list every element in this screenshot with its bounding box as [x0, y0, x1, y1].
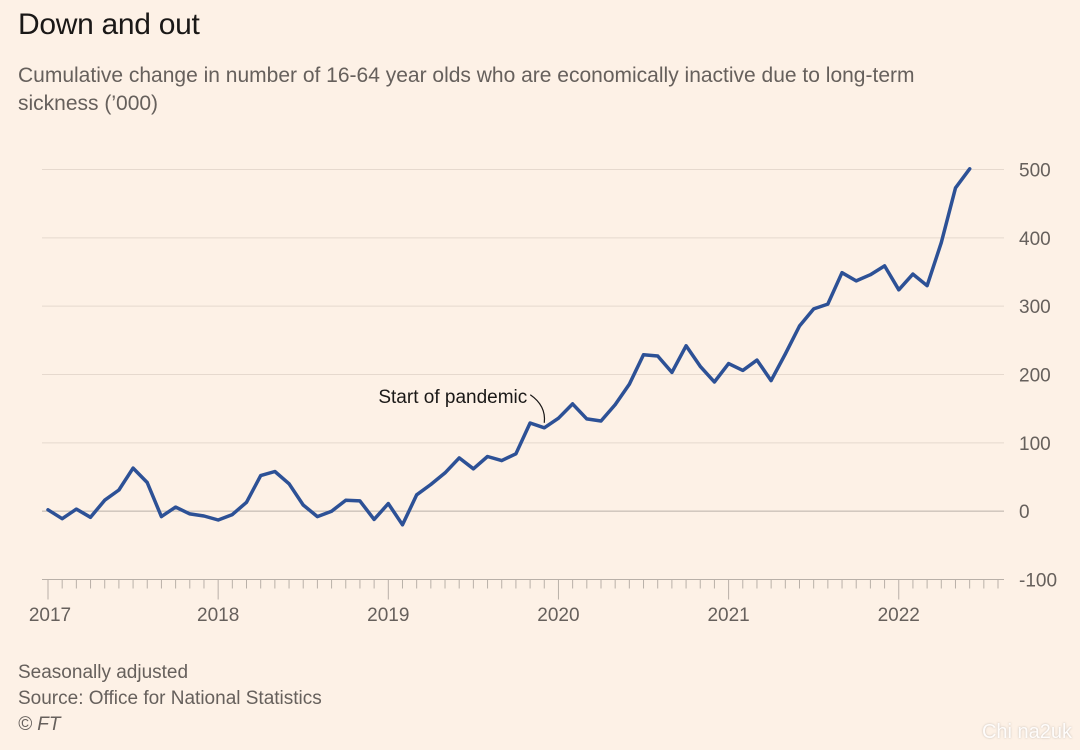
data-point — [627, 382, 631, 386]
y-tick-label: 500 — [1019, 161, 1051, 182]
y-tick-label: 300 — [1019, 297, 1051, 318]
data-point — [911, 272, 915, 276]
data-point — [202, 514, 206, 518]
series-group — [46, 167, 972, 527]
data-point — [330, 509, 334, 513]
data-point — [471, 467, 475, 471]
data-point — [528, 421, 532, 425]
y-axis-labels: 500 400 300 200 100 0 -100 — [1019, 161, 1057, 592]
data-point — [783, 352, 787, 356]
data-point — [259, 474, 263, 478]
footer-copyright: © FT — [18, 714, 61, 735]
data-point — [344, 498, 348, 502]
data-point — [400, 523, 404, 527]
data-point — [500, 459, 504, 463]
data-point — [131, 466, 135, 470]
chart-title: Down and out — [18, 8, 200, 41]
x-tick-label: 2017 — [29, 605, 71, 626]
data-point — [245, 500, 249, 504]
data-point — [415, 493, 419, 497]
data-point — [159, 515, 163, 519]
chart-subtitle: Cumulative change in number of 16-64 yea… — [18, 64, 915, 115]
data-point — [216, 518, 220, 522]
data-point — [46, 508, 50, 512]
footer-source: Source: Office for National Statistics — [18, 688, 322, 709]
data-point — [301, 503, 305, 507]
y-tick-label: 100 — [1019, 434, 1051, 455]
annotations: Start of pandemic — [378, 387, 546, 423]
gridlines — [42, 169, 1004, 512]
data-point — [953, 186, 957, 190]
data-point — [670, 370, 674, 374]
data-point — [727, 362, 731, 366]
data-point — [188, 512, 192, 516]
y-tick-label: 400 — [1019, 229, 1051, 250]
x-axis: 2017 2018 2019 2020 2021 2022 — [29, 579, 1004, 626]
data-point — [230, 513, 234, 517]
data-point — [60, 517, 64, 521]
data-point — [103, 498, 107, 502]
chart-footer: Seasonally adjusted Source: Office for N… — [18, 660, 322, 738]
data-point — [443, 471, 447, 475]
y-tick-label: 0 — [1019, 502, 1030, 523]
data-point — [514, 452, 518, 456]
data-point — [89, 515, 93, 519]
y-tick-label: 200 — [1019, 366, 1051, 387]
data-point — [145, 480, 149, 484]
data-point — [854, 279, 858, 283]
data-point — [698, 364, 702, 368]
data-point — [613, 403, 617, 407]
line-chart: 500 400 300 200 100 0 -100 2017 2018 2019 2020 202… — [29, 161, 1057, 627]
data-point — [287, 482, 291, 486]
data-point — [429, 483, 433, 487]
data-point — [117, 488, 121, 492]
watermark-text: Chi na2uk — [981, 721, 1072, 743]
data-point — [883, 264, 887, 268]
annotation-arrow — [529, 394, 546, 423]
data-point — [74, 507, 78, 511]
data-point — [741, 368, 745, 372]
data-point — [599, 419, 603, 423]
x-tick-label: 2019 — [367, 605, 409, 626]
data-point — [386, 502, 390, 506]
x-tick-label: 2021 — [707, 605, 749, 626]
data-point — [642, 353, 646, 357]
data-point — [542, 426, 546, 430]
footer-note: Seasonally adjusted — [18, 662, 189, 683]
data-point — [585, 417, 589, 421]
data-point — [812, 307, 816, 311]
data-point — [358, 499, 362, 503]
y-tick-label: -100 — [1019, 571, 1057, 592]
data-point — [826, 302, 830, 306]
data-point — [174, 505, 178, 509]
x-tick-label: 2020 — [537, 605, 579, 626]
series-line — [46, 167, 972, 527]
data-point — [571, 402, 575, 406]
x-tick-label: 2018 — [197, 605, 239, 626]
data-point — [840, 271, 844, 275]
data-point — [769, 379, 773, 383]
data-point — [798, 324, 802, 328]
data-point — [897, 288, 901, 292]
data-point — [315, 515, 319, 519]
data-point — [968, 167, 972, 171]
data-point — [925, 284, 929, 288]
data-point — [556, 416, 560, 420]
data-point — [457, 456, 461, 460]
x-tick-label: 2022 — [878, 605, 920, 626]
data-point — [656, 354, 660, 358]
data-point — [273, 470, 277, 474]
annotation-label: Start of pandemic — [378, 387, 527, 408]
data-point — [755, 358, 759, 362]
data-point — [868, 273, 872, 277]
data-point — [486, 455, 490, 458]
data-point — [372, 517, 376, 521]
data-point — [939, 241, 943, 245]
data-point — [684, 344, 688, 348]
data-point — [712, 380, 716, 384]
